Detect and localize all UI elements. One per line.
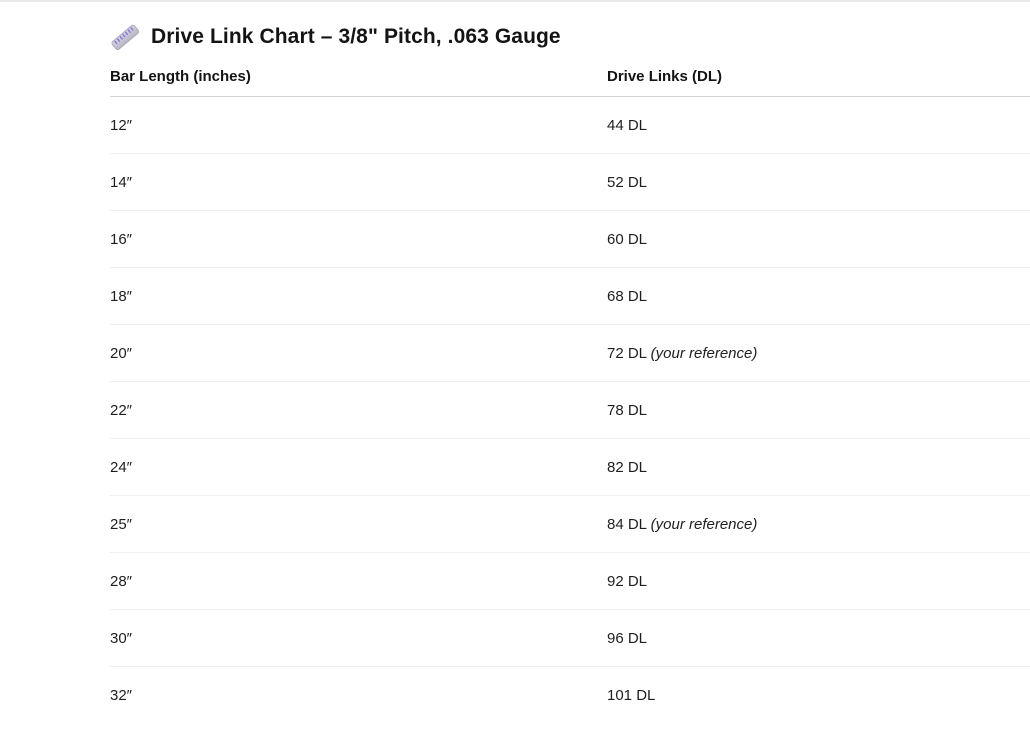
drive-links-value: 68 DL <box>607 287 648 305</box>
bar-length-cell: 24″ <box>110 438 607 496</box>
drive-links-cell: 68 DL <box>607 267 1030 325</box>
chart-section: Drive Link Chart – 3/8" Pitch, .063 Gaug… <box>110 21 1030 724</box>
bar-length-cell: 12″ <box>110 96 607 154</box>
drive-links-value: 101 DL <box>607 686 656 704</box>
drive-links-value: 44 DL <box>607 116 648 134</box>
bar-length-value: 22″ <box>110 401 132 419</box>
drive-links-value: 78 DL <box>607 401 648 419</box>
bar-length-value: 24″ <box>110 458 132 476</box>
drive-links-cell: 92 DL <box>607 552 1030 610</box>
bar-length-value: 16″ <box>110 230 132 248</box>
table-row: 22″ 78 DL <box>110 381 1030 439</box>
table-header-row: Bar Length (inches) Drive Links (DL) <box>110 68 1030 97</box>
bar-length-cell: 14″ <box>110 153 607 211</box>
table-row: 20″ 72 DL (your reference) <box>110 324 1030 382</box>
bar-length-cell: 30″ <box>110 609 607 667</box>
bar-length-value: 25″ <box>110 515 132 533</box>
drive-link-table: Bar Length (inches) Drive Links (DL) 12″… <box>110 68 1030 724</box>
table-row: 24″ 82 DL <box>110 438 1030 496</box>
drive-links-cell: 52 DL <box>607 153 1030 211</box>
reference-note: (your reference) <box>650 515 758 533</box>
bar-length-cell: 28″ <box>110 552 607 610</box>
column-header-bar-length: Bar Length (inches) <box>110 68 607 97</box>
drive-links-cell: 78 DL <box>607 381 1030 439</box>
table-body: 12″ 44 DL 14″ 52 DL 16″ 60 DL 18″ 68 DL … <box>110 96 1030 724</box>
drive-links-value: 92 DL <box>607 572 648 590</box>
page-title: Drive Link Chart – 3/8" Pitch, .063 Gaug… <box>151 25 561 48</box>
bar-length-cell: 20″ <box>110 324 607 382</box>
drive-links-value: 72 DL <box>607 344 647 362</box>
drive-links-cell: 82 DL <box>607 438 1030 496</box>
bar-length-value: 12″ <box>110 116 132 134</box>
bar-length-value: 20″ <box>110 344 132 362</box>
drive-links-value: 82 DL <box>607 458 648 476</box>
bar-length-cell: 18″ <box>110 267 607 325</box>
bar-length-value: 32″ <box>110 686 132 704</box>
reference-note: (your reference) <box>650 344 758 362</box>
bar-length-cell: 22″ <box>110 381 607 439</box>
drive-links-value: 84 DL <box>607 515 647 533</box>
title-row: Drive Link Chart – 3/8" Pitch, .063 Gaug… <box>110 21 1030 53</box>
table-row: 30″ 96 DL <box>110 609 1030 667</box>
table-row: 32″ 101 DL <box>110 667 1030 724</box>
straight-ruler-icon <box>110 22 140 52</box>
drive-links-value: 52 DL <box>607 173 648 191</box>
top-border-strip <box>0 0 1030 2</box>
table-row: 12″ 44 DL <box>110 96 1030 154</box>
table-row: 14″ 52 DL <box>110 153 1030 211</box>
bar-length-value: 28″ <box>110 572 132 590</box>
drive-links-cell: 72 DL (your reference) <box>607 324 1030 382</box>
bar-length-value: 14″ <box>110 173 132 191</box>
bar-length-value: 30″ <box>110 629 132 647</box>
drive-links-value: 96 DL <box>607 629 648 647</box>
drive-links-cell: 96 DL <box>607 609 1030 667</box>
bar-length-cell: 16″ <box>110 210 607 268</box>
column-header-drive-links: Drive Links (DL) <box>607 68 1030 97</box>
bar-length-value: 18″ <box>110 287 132 305</box>
bar-length-cell: 32″ <box>110 667 607 724</box>
table-row: 28″ 92 DL <box>110 552 1030 610</box>
drive-links-cell: 101 DL <box>607 667 1030 724</box>
drive-links-cell: 44 DL <box>607 96 1030 154</box>
table-row: 18″ 68 DL <box>110 267 1030 325</box>
table-row: 16″ 60 DL <box>110 210 1030 268</box>
drive-links-value: 60 DL <box>607 230 648 248</box>
bar-length-cell: 25″ <box>110 495 607 553</box>
table-row: 25″ 84 DL (your reference) <box>110 495 1030 553</box>
drive-links-cell: 60 DL <box>607 210 1030 268</box>
drive-links-cell: 84 DL (your reference) <box>607 495 1030 553</box>
